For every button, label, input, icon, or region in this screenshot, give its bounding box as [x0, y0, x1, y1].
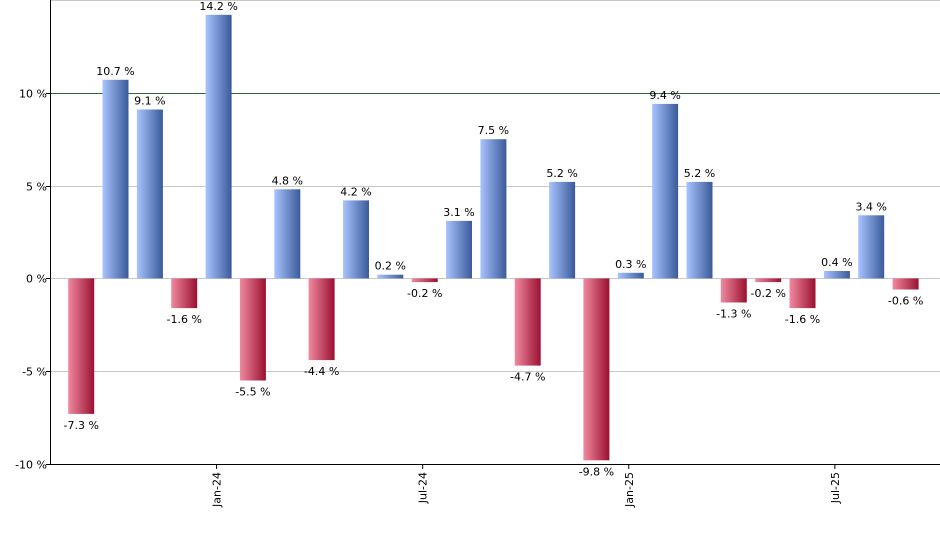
data-label: -5.5 % — [235, 386, 270, 399]
y-tick-label: 5 % — [26, 181, 47, 194]
data-label: -0.6 % — [888, 295, 923, 308]
data-label: -0.2 % — [407, 287, 442, 300]
data-label: 0.2 % — [375, 260, 406, 273]
data-label: 3.4 % — [855, 200, 886, 213]
data-label: 14.2 % — [199, 0, 237, 13]
bar — [652, 103, 679, 279]
bar — [239, 278, 266, 381]
bar — [377, 274, 404, 279]
bar — [205, 14, 232, 279]
data-label: 0.3 % — [615, 258, 646, 271]
y-tick-label: -10 % — [15, 459, 47, 472]
x-tick-label: Jan-24 — [211, 472, 224, 508]
data-label: -1.3 % — [716, 308, 751, 321]
data-label: 0.4 % — [821, 256, 852, 269]
x-tick-label: Jan-25 — [623, 472, 636, 508]
data-label: -1.6 % — [166, 313, 201, 326]
y-tick-label: 10 % — [19, 88, 47, 101]
bar — [720, 278, 747, 303]
bar — [446, 220, 472, 279]
data-label: 10.7 % — [96, 65, 134, 78]
y-tick-label: 0 % — [26, 273, 47, 286]
bar — [583, 278, 610, 461]
data-label: 4.2 % — [340, 185, 371, 198]
bar — [136, 109, 163, 279]
bar — [102, 79, 129, 279]
bars — [68, 14, 919, 461]
bar — [514, 278, 541, 366]
axes: 10 % 5 % 0 % -5 % -10 % Jan-24 Jul-24 Jan-25 Jul… — [15, 0, 940, 508]
bar — [308, 278, 335, 361]
data-label: 3.1 % — [443, 206, 474, 219]
data-labels: -7.3 % 10.7 % 9.1 % -1.6 % 14.2 % -5.5 % 4.8 %… — [63, 0, 923, 478]
data-label: 5.2 % — [546, 167, 577, 180]
data-label: -4.7 % — [510, 371, 545, 384]
data-label: -9.8 % — [579, 465, 614, 478]
data-label: -4.4 % — [304, 365, 339, 378]
bar — [755, 278, 782, 283]
data-label: -0.2 % — [750, 287, 785, 300]
data-label: 9.1 % — [134, 95, 165, 108]
data-label: 5.2 % — [684, 167, 715, 180]
bar — [858, 215, 885, 279]
x-tick-label: Jul-25 — [829, 472, 842, 504]
bar — [171, 278, 198, 309]
bar — [686, 181, 713, 279]
bar — [343, 200, 369, 279]
bar — [68, 278, 95, 414]
data-label: -7.3 % — [63, 419, 98, 432]
bar — [549, 181, 576, 279]
bar — [892, 278, 919, 290]
y-tick-label: -5 % — [22, 366, 47, 379]
bar — [480, 139, 507, 279]
bar — [823, 271, 850, 279]
data-label: 7.5 % — [478, 124, 509, 137]
bar — [789, 278, 816, 309]
bar — [617, 272, 644, 279]
data-label: -1.6 % — [785, 313, 820, 326]
data-label: 4.8 % — [272, 174, 303, 187]
bar — [411, 278, 438, 283]
x-tick-label: Jul-24 — [417, 472, 430, 504]
data-label: 9.4 % — [649, 89, 680, 102]
bar — [274, 189, 301, 279]
